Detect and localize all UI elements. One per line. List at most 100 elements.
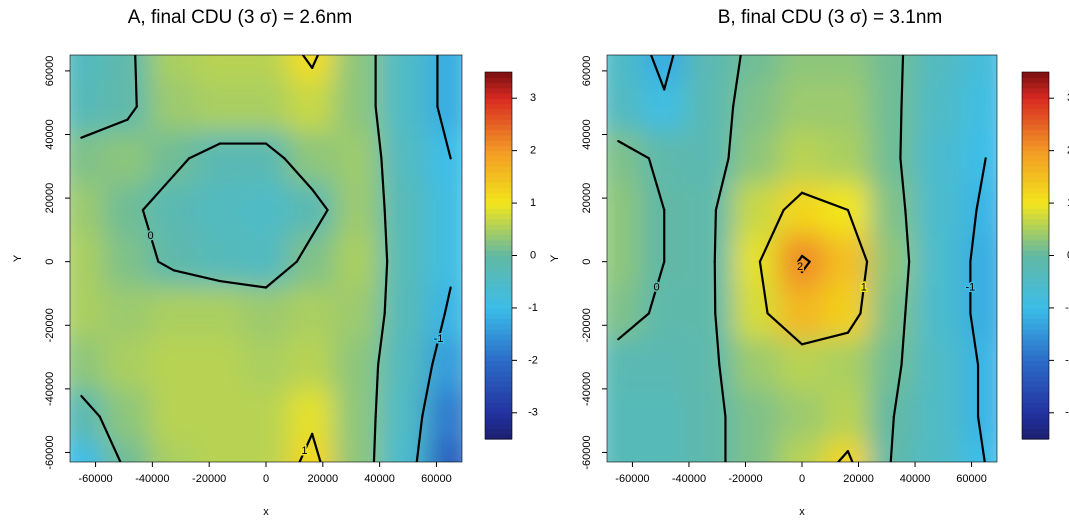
heat-cell — [288, 131, 337, 186]
colorbar-step — [1022, 265, 1049, 272]
contour-line — [727, 105, 735, 160]
contour-line — [443, 286, 452, 315]
contour-line — [899, 105, 903, 160]
heat-cell — [607, 234, 643, 289]
colorbar-step — [485, 250, 512, 257]
x-tick-label: -40000 — [672, 473, 706, 485]
heat-cell — [334, 286, 383, 341]
colorbar-step — [1022, 370, 1049, 377]
contour-line — [758, 208, 785, 263]
colorbar-step — [485, 265, 512, 272]
heat-cell — [334, 131, 383, 186]
colorbar-step — [1022, 103, 1049, 110]
y-axis-label: Y — [549, 254, 561, 262]
contour-line — [311, 55, 320, 70]
x-tick-label: 20000 — [308, 473, 339, 485]
colorbar-step — [485, 271, 512, 278]
heat-cell — [686, 286, 735, 341]
contour-line — [846, 208, 869, 263]
heat-cell — [778, 131, 826, 186]
heat-cell — [241, 79, 291, 134]
heat-cell — [823, 131, 872, 186]
contour-line — [713, 208, 717, 263]
chart-title: B, final CDU (3 σ) = 3.1nm — [718, 7, 943, 28]
colorbar-step — [485, 276, 512, 283]
heat-cell — [426, 441, 462, 462]
heat-cell — [732, 234, 781, 289]
heat-cell — [426, 389, 462, 444]
contour-line — [766, 312, 804, 346]
chart-title: A, final CDU (3 σ) = 2.6nm — [128, 7, 353, 28]
contour-line — [904, 260, 911, 315]
contour-line — [374, 105, 383, 160]
heat-cell — [732, 131, 781, 186]
heat-cell — [640, 55, 689, 82]
colorbar: -3 -2 -1 0 1 2 3 — [484, 71, 538, 440]
colorbar-step — [485, 213, 512, 220]
heat-cell — [334, 79, 383, 134]
heat-cell — [686, 183, 735, 237]
x-tick-label: 20000 — [843, 473, 874, 485]
contour-line — [421, 363, 434, 418]
colorbar-step — [1022, 87, 1049, 94]
colorbar-step — [485, 260, 512, 267]
colorbar-step — [485, 355, 512, 361]
colorbar-step — [1022, 166, 1049, 173]
heat-cell — [607, 389, 643, 444]
contour-line — [126, 105, 138, 121]
x-tick-label: 0 — [263, 473, 269, 485]
contour-line — [617, 312, 651, 341]
colorbar-step — [485, 103, 512, 110]
colorbar-step — [485, 171, 512, 178]
heat-cell — [915, 234, 964, 289]
contour-line — [836, 450, 850, 462]
heat-cell — [915, 286, 964, 341]
heat-cell — [380, 234, 429, 289]
colorbar-step — [1022, 197, 1049, 204]
contour-line — [782, 191, 804, 212]
colorbar-step — [1022, 292, 1049, 299]
contour-line — [374, 363, 380, 418]
colorbar-step — [1022, 381, 1049, 388]
heat-cell — [607, 338, 643, 392]
heat-cell — [426, 131, 462, 186]
colorbar-tick-label: 2 — [1067, 145, 1069, 157]
heat-cell — [869, 55, 918, 82]
heat-cell — [334, 338, 383, 392]
contour-line — [713, 260, 717, 315]
heat-cell — [103, 441, 152, 462]
colorbar-step — [485, 381, 512, 388]
colorbar-step — [1022, 365, 1049, 372]
contour-label: 2 — [797, 261, 803, 273]
x-tick-label: -20000 — [728, 473, 762, 485]
contour-line — [301, 55, 314, 70]
x-tick-label: 40000 — [364, 473, 395, 485]
colorbar-step — [485, 313, 512, 320]
colorbar-tick-label: 3 — [530, 92, 536, 104]
heat-cell — [961, 183, 997, 237]
contour-line — [797, 254, 804, 263]
heat-cell — [607, 79, 643, 134]
colorbar-step — [485, 218, 512, 225]
colorbar-step — [485, 187, 512, 194]
colorbar-step — [1022, 187, 1049, 194]
colorbar-step — [485, 370, 512, 377]
colorbar-step — [1022, 255, 1049, 262]
heat-cell — [103, 338, 152, 392]
heat-cell — [195, 338, 244, 392]
colorbar-step — [1022, 386, 1049, 393]
x-axis-label: x — [799, 506, 805, 518]
contour-line — [134, 55, 138, 108]
heat-cell — [823, 389, 872, 444]
x-tick-label: -60000 — [615, 473, 649, 485]
heat-cell — [426, 55, 462, 82]
contour-line — [732, 55, 742, 108]
heat-cell — [149, 389, 198, 444]
colorbar-step — [1022, 391, 1049, 398]
y-axis-label: Y — [12, 254, 24, 262]
x-tick-label: -40000 — [135, 473, 169, 485]
heat-cell — [380, 55, 429, 82]
heat-cell — [334, 234, 383, 289]
contour-line — [283, 157, 314, 191]
colorbar-step — [485, 124, 512, 131]
